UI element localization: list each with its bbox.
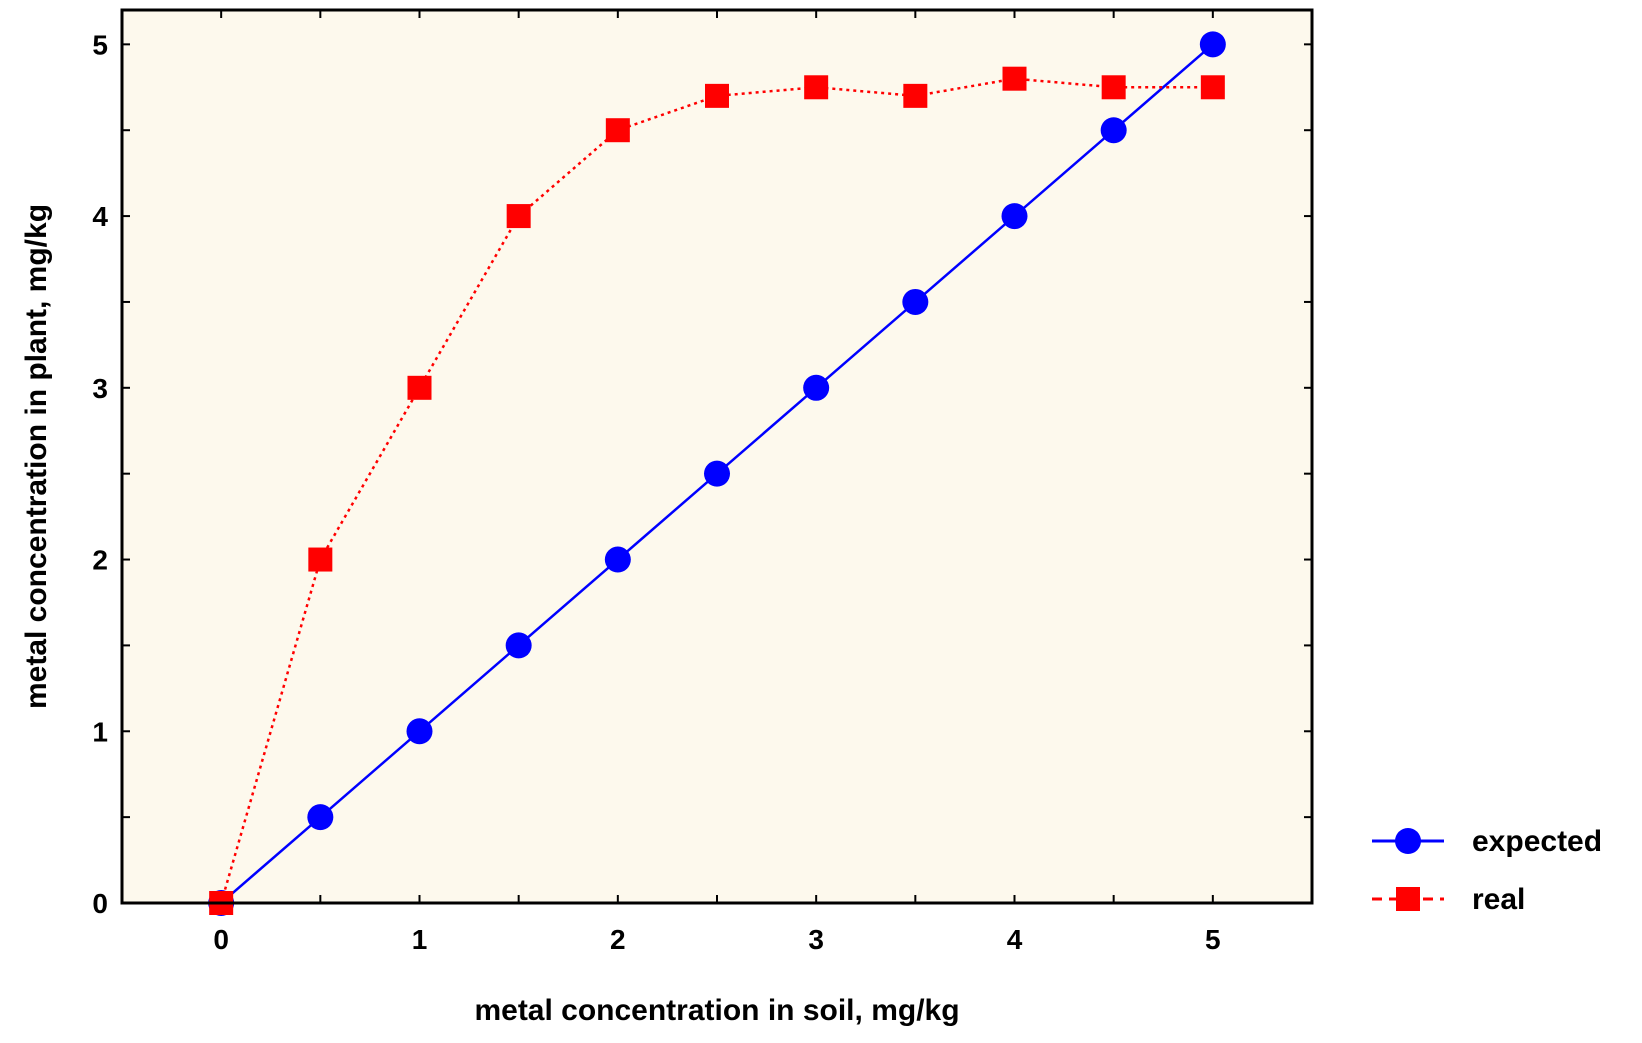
legend-label-real: real xyxy=(1472,883,1525,916)
x-axis-title: metal concentration in soil, mg/kg xyxy=(474,994,959,1027)
data-point-real xyxy=(308,547,333,572)
series-line-real xyxy=(219,77,1213,904)
x-tick-label: 0 xyxy=(213,924,229,955)
data-point-real xyxy=(506,204,531,229)
data-point-expected xyxy=(1199,31,1226,58)
y-tick-label: 3 xyxy=(92,373,108,404)
x-tick-label: 4 xyxy=(1007,924,1023,955)
legend-swatch-real-marker xyxy=(1396,887,1420,911)
legend-label-expected: expected xyxy=(1472,825,1602,858)
x-tick-label: 1 xyxy=(412,924,428,955)
plot-area xyxy=(122,10,1312,903)
y-tick-label: 4 xyxy=(92,201,108,232)
x-tick-label: 3 xyxy=(808,924,824,955)
plot-frame xyxy=(120,8,1314,905)
data-point-real xyxy=(1101,75,1126,100)
data-point-expected xyxy=(505,632,532,659)
data-point-real xyxy=(804,75,829,100)
legend: expected real xyxy=(1372,825,1602,916)
data-point-expected xyxy=(803,374,830,401)
data-point-expected xyxy=(307,804,334,831)
data-point-real xyxy=(407,375,432,400)
data-point-expected xyxy=(1001,203,1028,230)
data-point-expected xyxy=(406,718,433,745)
data-point-expected xyxy=(1100,117,1127,144)
data-point-expected xyxy=(604,546,631,573)
y-tick-label: 5 xyxy=(92,29,108,60)
series-expected xyxy=(208,31,1226,916)
y-tick-label: 0 xyxy=(92,888,108,919)
data-point-real xyxy=(903,83,928,108)
y-tick-label: 1 xyxy=(92,716,108,747)
legend-swatch-expected-marker xyxy=(1395,828,1421,854)
data-point-real xyxy=(705,83,729,108)
y-tick-label: 2 xyxy=(92,545,108,576)
data-point-real xyxy=(1200,75,1225,100)
x-tick-label: 2 xyxy=(610,924,626,955)
data-point-real xyxy=(1002,66,1027,91)
data-point-expected xyxy=(902,288,929,315)
x-tick-label: 5 xyxy=(1205,924,1221,955)
data-point-real xyxy=(605,118,630,143)
series-layer xyxy=(208,31,1226,916)
data-point-expected xyxy=(704,460,730,487)
y-axis-title: metal concentration in plant, mg/kg xyxy=(20,204,53,709)
